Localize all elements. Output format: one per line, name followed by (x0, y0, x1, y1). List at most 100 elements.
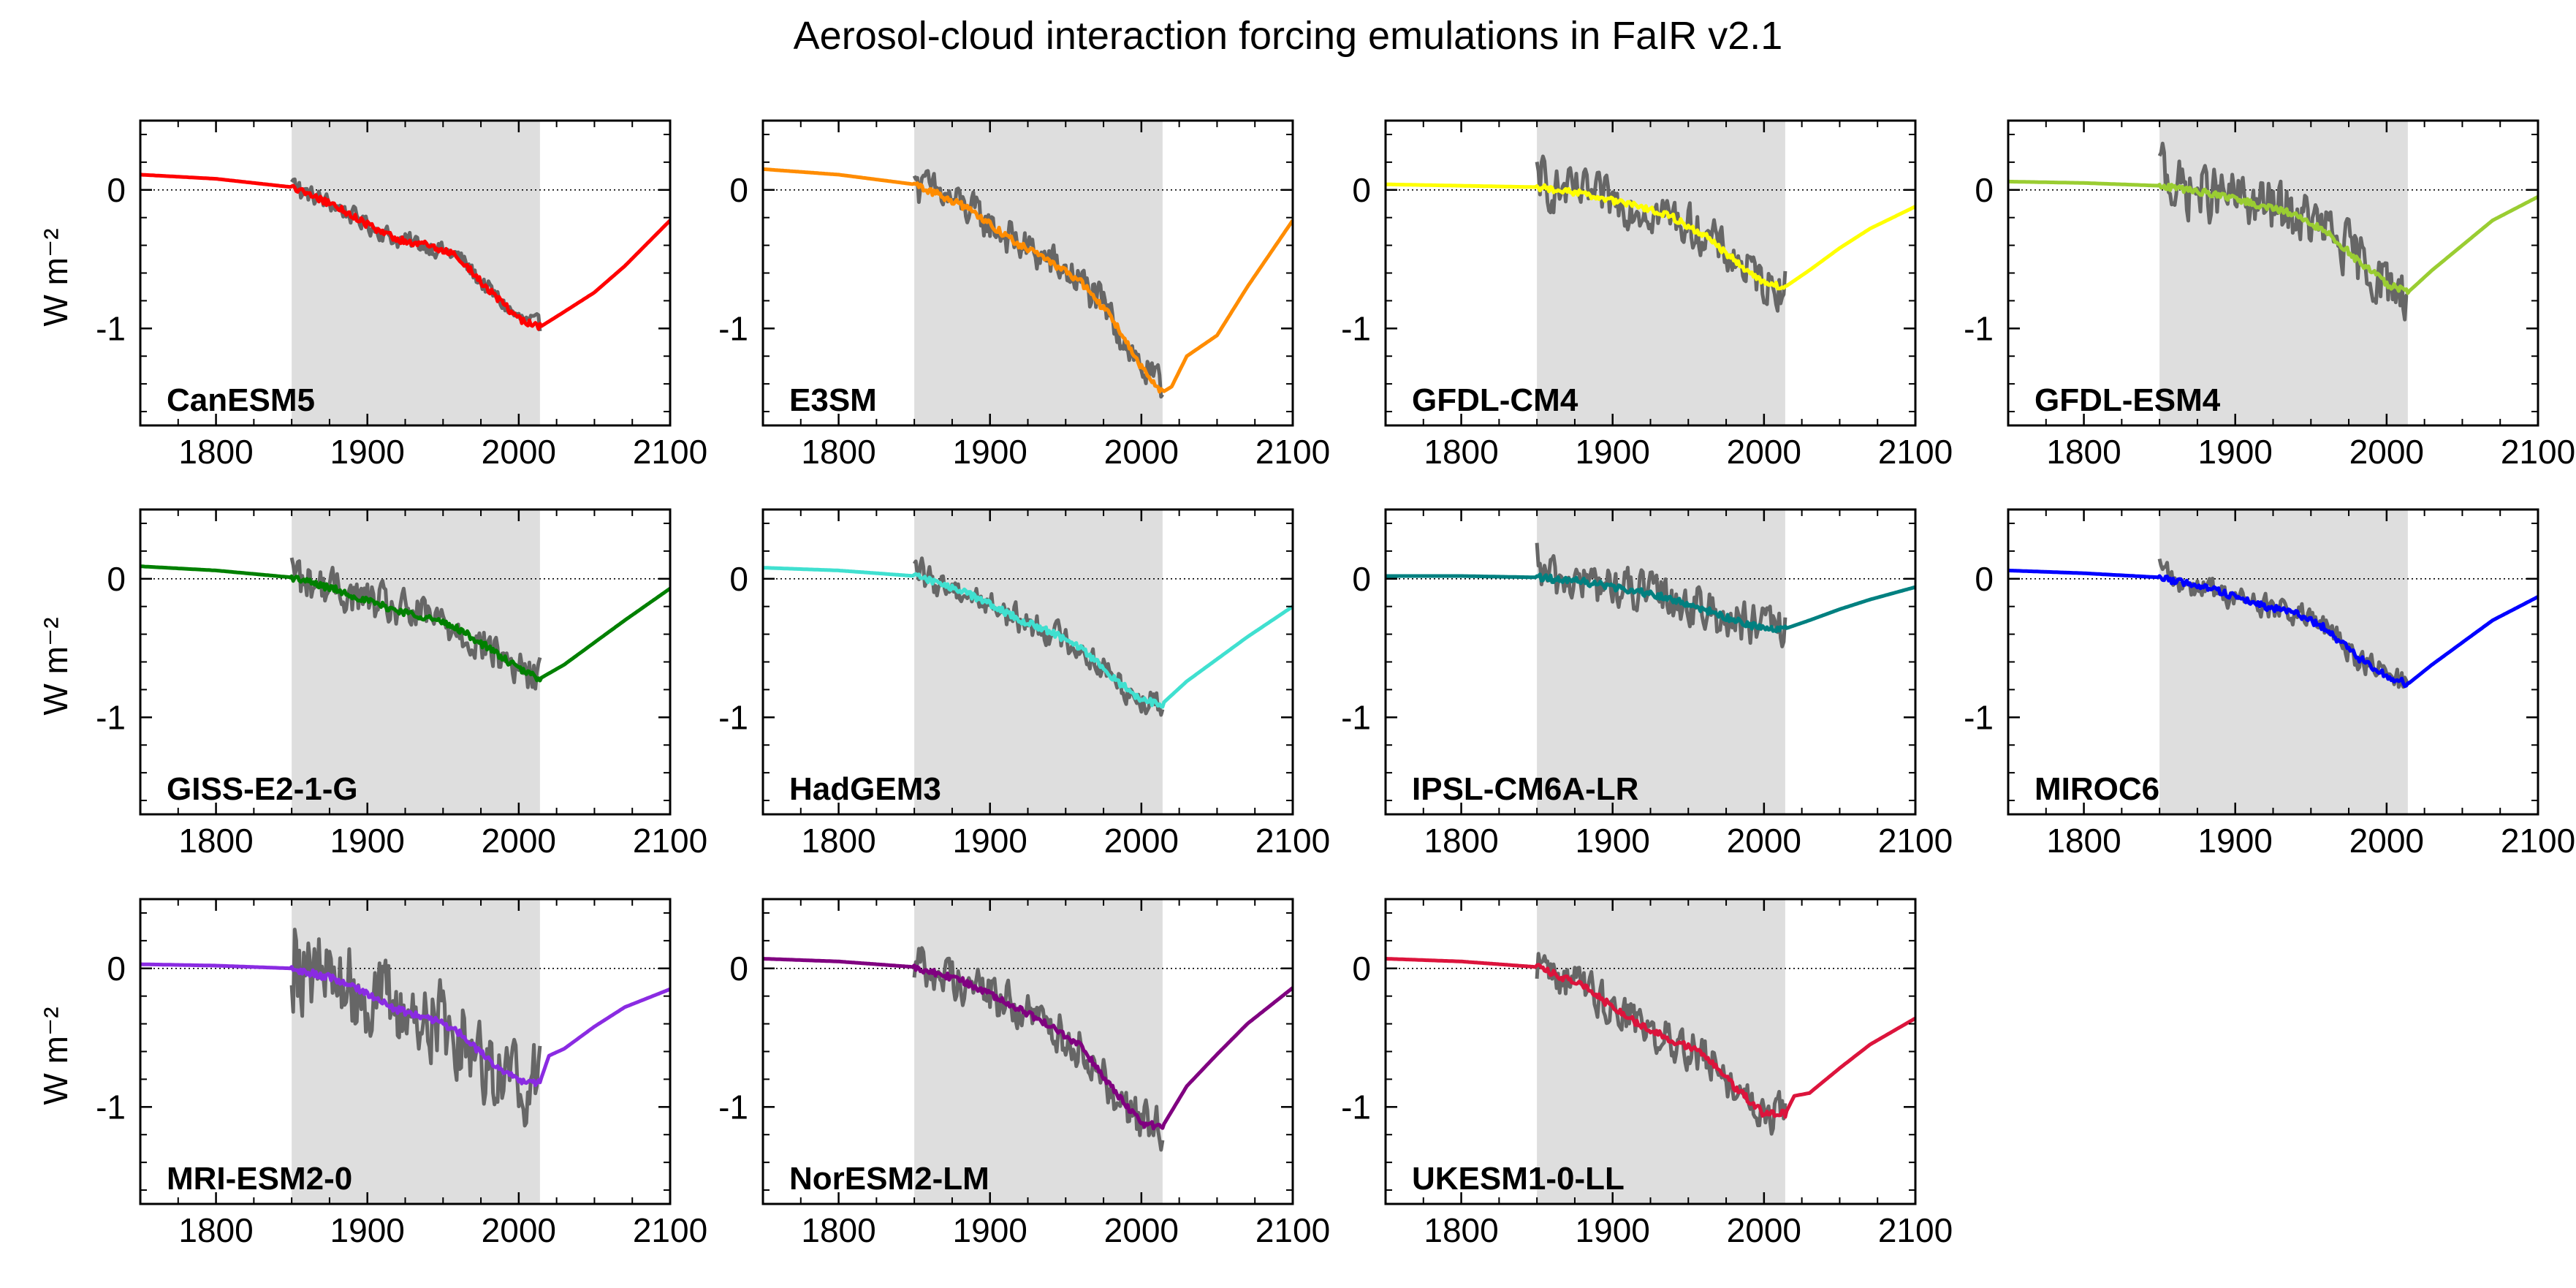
x-tick-label: 2100 (1255, 822, 1330, 860)
x-tick-label: 2100 (1878, 822, 1953, 860)
x-tick-label: 2100 (633, 433, 707, 471)
x-tick-label: 1800 (1424, 433, 1498, 471)
shaded-period (1537, 899, 1785, 1204)
x-tick-label: 2000 (1727, 1211, 1801, 1249)
x-tick-label: 2000 (1727, 822, 1801, 860)
shaded-period (914, 121, 1163, 425)
y-tick-label: -1 (1341, 1088, 1371, 1126)
model-label: GISS-E2-1-G (167, 771, 358, 807)
y-tick-label: 0 (1352, 560, 1371, 598)
x-tick-label: 2100 (1878, 1211, 1953, 1249)
x-tick-label: 1800 (2046, 822, 2121, 860)
x-tick-label: 2000 (1727, 433, 1801, 471)
emulation-series-line (140, 962, 670, 1088)
x-tick-label: 2000 (482, 433, 556, 471)
x-tick-label: 1800 (178, 1211, 253, 1249)
panel-canesm5: 1800 1900 2000 2100 0 -1 CanESM5 W m⁻² (37, 119, 707, 471)
y-tick-label: 0 (1975, 171, 1994, 209)
x-tick-label: 2000 (2349, 822, 2424, 860)
emulation-series-line (2008, 568, 2538, 689)
panel-hadgem3: 1800 1900 2000 2100 0 -1 HadGEM3 (718, 508, 1330, 860)
y-axis-label: W m⁻² (37, 1007, 75, 1105)
x-tick-label: 2100 (633, 1211, 707, 1249)
y-tick-label: -1 (96, 1088, 126, 1126)
y-tick-label: -1 (1964, 698, 1994, 736)
y-tick-label: 0 (729, 171, 748, 209)
panel-gfdl-cm4: 1800 1900 2000 2100 0 -1 GFDL-CM4 (1341, 119, 1953, 471)
chart-title: Aerosol-cloud interaction forcing emulat… (793, 14, 1783, 58)
panel-ukesm1-0-ll: 1800 1900 2000 2100 0 -1 UKESM1-0-LL (1341, 898, 1953, 1249)
panel-ipsl-cm6a-lr: 1800 1900 2000 2100 0 -1 IPSL-CM6A-LR (1341, 508, 1953, 860)
model-label: GFDL-CM4 (1412, 382, 1578, 418)
y-tick-label: -1 (96, 698, 126, 736)
model-series-line (2157, 141, 2409, 322)
model-series-line (1535, 542, 1787, 648)
model-label: CanESM5 (167, 382, 315, 418)
shaded-period (292, 899, 540, 1204)
x-tick-label: 2100 (1255, 1211, 1330, 1249)
model-label: MIROC6 (2034, 771, 2159, 807)
x-tick-label: 2000 (1104, 433, 1179, 471)
x-tick-label: 2100 (2501, 822, 2575, 860)
x-tick-label: 2000 (482, 1211, 556, 1249)
model-label: UKESM1-0-LL (1412, 1161, 1625, 1197)
x-tick-label: 1900 (330, 822, 405, 860)
emulation-series-line (763, 957, 1293, 1131)
x-tick-label: 1900 (330, 1211, 405, 1249)
model-label: HadGEM3 (789, 771, 941, 807)
x-tick-label: 2100 (1255, 433, 1330, 471)
y-tick-label: 0 (729, 560, 748, 598)
model-label: E3SM (789, 382, 877, 418)
x-tick-label: 1900 (1576, 433, 1650, 471)
x-tick-label: 1800 (801, 433, 875, 471)
y-axis-label: W m⁻² (37, 228, 75, 326)
y-tick-label: 0 (1352, 171, 1371, 209)
shaded-period (914, 509, 1163, 814)
x-tick-label: 1800 (801, 822, 875, 860)
emulation-series-line (1386, 182, 1915, 291)
x-tick-label: 1800 (178, 822, 253, 860)
x-tick-label: 2000 (1104, 1211, 1179, 1249)
shaded-period (914, 899, 1163, 1204)
y-tick-label: 0 (1352, 950, 1371, 988)
x-tick-label: 2100 (633, 822, 707, 860)
x-tick-label: 1900 (953, 433, 1027, 471)
x-tick-label: 2000 (482, 822, 556, 860)
panel-miroc6: 1800 1900 2000 2100 0 -1 MIROC6 (1964, 508, 2575, 860)
x-tick-label: 1900 (1576, 1211, 1650, 1249)
y-tick-label: -1 (1964, 309, 1994, 347)
x-tick-label: 1800 (1424, 822, 1498, 860)
emulation-series-line (1386, 957, 1915, 1119)
x-tick-label: 1800 (801, 1211, 875, 1249)
y-tick-label: 0 (107, 560, 126, 598)
shaded-period (292, 121, 540, 425)
x-tick-label: 1800 (178, 433, 253, 471)
x-tick-label: 1900 (953, 822, 1027, 860)
emulation-series-line (763, 566, 1293, 709)
x-tick-label: 1800 (1424, 1211, 1498, 1249)
model-label: NorESM2-LM (789, 1161, 989, 1197)
x-tick-label: 1900 (2198, 822, 2273, 860)
x-tick-label: 2100 (2501, 433, 2575, 471)
y-tick-label: -1 (718, 1088, 748, 1126)
panel-e3sm: 1800 1900 2000 2100 0 -1 E3SM (718, 119, 1330, 471)
y-tick-label: 0 (107, 171, 126, 209)
y-tick-label: -1 (1341, 698, 1371, 736)
shaded-period (1537, 509, 1785, 814)
y-tick-label: -1 (1341, 309, 1371, 347)
y-tick-label: 0 (107, 950, 126, 988)
model-label: MRI-ESM2-0 (167, 1161, 352, 1197)
y-tick-label: -1 (718, 309, 748, 347)
x-tick-label: 1900 (1576, 822, 1650, 860)
panel-giss-e2-1-g: 1800 1900 2000 2100 0 -1 GISS-E2-1-G W m⁻² (37, 508, 707, 860)
panel-gfdl-esm4: 1800 1900 2000 2100 0 -1 GFDL-ESM4 (1964, 119, 2575, 471)
x-tick-label: 1900 (330, 433, 405, 471)
emulation-series-line (1386, 572, 1915, 634)
y-tick-label: 0 (1975, 560, 1994, 598)
x-tick-label: 2000 (2349, 433, 2424, 471)
model-series-line (289, 557, 542, 691)
y-axis-label: W m⁻² (37, 617, 75, 715)
x-tick-label: 1900 (2198, 433, 2273, 471)
model-label: IPSL-CM6A-LR (1412, 771, 1638, 807)
